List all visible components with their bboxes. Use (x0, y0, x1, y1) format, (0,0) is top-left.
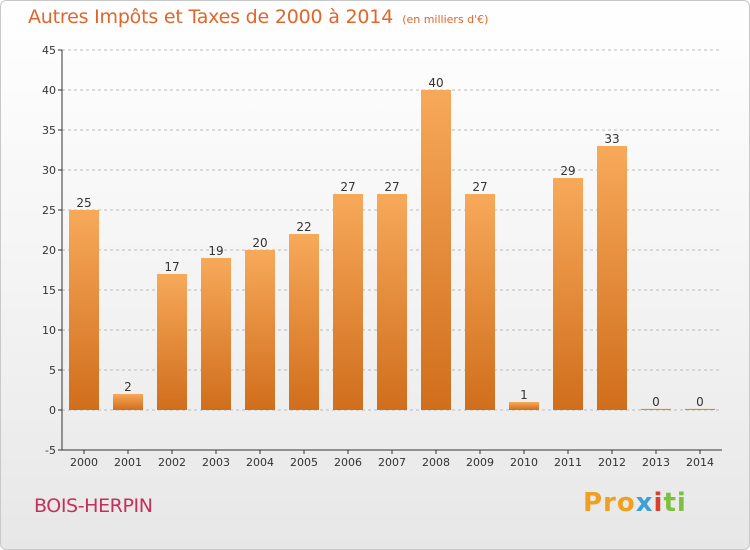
y-tick-label: 15 (42, 284, 56, 297)
data-label: 40 (428, 76, 443, 90)
x-tick-label: 2003 (202, 456, 230, 469)
bar (421, 90, 451, 410)
x-tick-label: 2001 (114, 456, 142, 469)
x-tick-label: 2006 (334, 456, 362, 469)
bar (69, 210, 99, 410)
data-label: 27 (384, 180, 399, 194)
logo-part: Pro (583, 488, 636, 518)
bar (685, 408, 715, 410)
x-tick-label: 2011 (554, 456, 582, 469)
data-label: 33 (604, 132, 619, 146)
data-label: 27 (340, 180, 355, 194)
bar (553, 178, 583, 410)
chart-title-block: Autres Impôts et Taxes de 2000 à 2014 (e… (28, 6, 488, 28)
y-tick-label: 35 (42, 124, 56, 137)
x-tick-label: 2010 (510, 456, 538, 469)
bar (289, 234, 319, 410)
bars (69, 90, 715, 410)
y-tick-label: -5 (45, 444, 56, 457)
x-tick-label: 2007 (378, 456, 406, 469)
data-label: 20 (252, 236, 267, 250)
x-tick-label: 2005 (290, 456, 318, 469)
data-label: 17 (164, 260, 179, 274)
bar (157, 274, 187, 410)
logo-part: i (653, 488, 664, 518)
logo-part: x (635, 488, 654, 518)
bar (201, 258, 231, 410)
data-label: 1 (520, 388, 528, 402)
bar (641, 408, 671, 410)
bar (597, 146, 627, 410)
data-label: 0 (652, 395, 660, 409)
chart-subtitle: (en milliers d'€) (402, 13, 489, 26)
chart-title: Autres Impôts et Taxes de 2000 à 2014 (28, 6, 394, 28)
y-tick-label: 30 (42, 164, 56, 177)
bar (377, 194, 407, 410)
x-tick-label: 2002 (158, 456, 186, 469)
x-tick-label: 2000 (70, 456, 98, 469)
x-tick-label: 2009 (466, 456, 494, 469)
y-tick-label: 20 (42, 244, 56, 257)
x-tick-label: 2008 (422, 456, 450, 469)
x-tick-label: 2013 (642, 456, 670, 469)
data-label: 0 (696, 395, 704, 409)
y-tick-label: 45 (42, 44, 56, 57)
place-name: BOIS-HERPIN (34, 495, 153, 517)
data-labels: 25 2 17 19 20 22 27 27 40 27 1 29 33 0 0 (76, 76, 703, 409)
data-label: 19 (208, 244, 223, 258)
bar (509, 402, 539, 410)
y-tick-label: 25 (42, 204, 56, 217)
bar (465, 194, 495, 410)
y-tick-label: 10 (42, 324, 56, 337)
bar (245, 250, 275, 410)
bar (333, 194, 363, 410)
y-tick-label: 5 (49, 364, 56, 377)
data-label: 2 (124, 380, 132, 394)
y-tick-label: 40 (42, 84, 56, 97)
x-tick-label: 2004 (246, 456, 274, 469)
data-label: 25 (76, 196, 91, 210)
x-tick-label: 2014 (686, 456, 714, 469)
bar (113, 394, 143, 410)
data-label: 29 (560, 164, 575, 178)
data-label: 22 (296, 220, 311, 234)
data-label: 27 (472, 180, 487, 194)
y-tick-label: 0 (49, 404, 56, 417)
logo-part: ti (663, 488, 687, 518)
proxiti-logo: Proxiti (583, 488, 687, 518)
x-tick-label: 2012 (598, 456, 626, 469)
